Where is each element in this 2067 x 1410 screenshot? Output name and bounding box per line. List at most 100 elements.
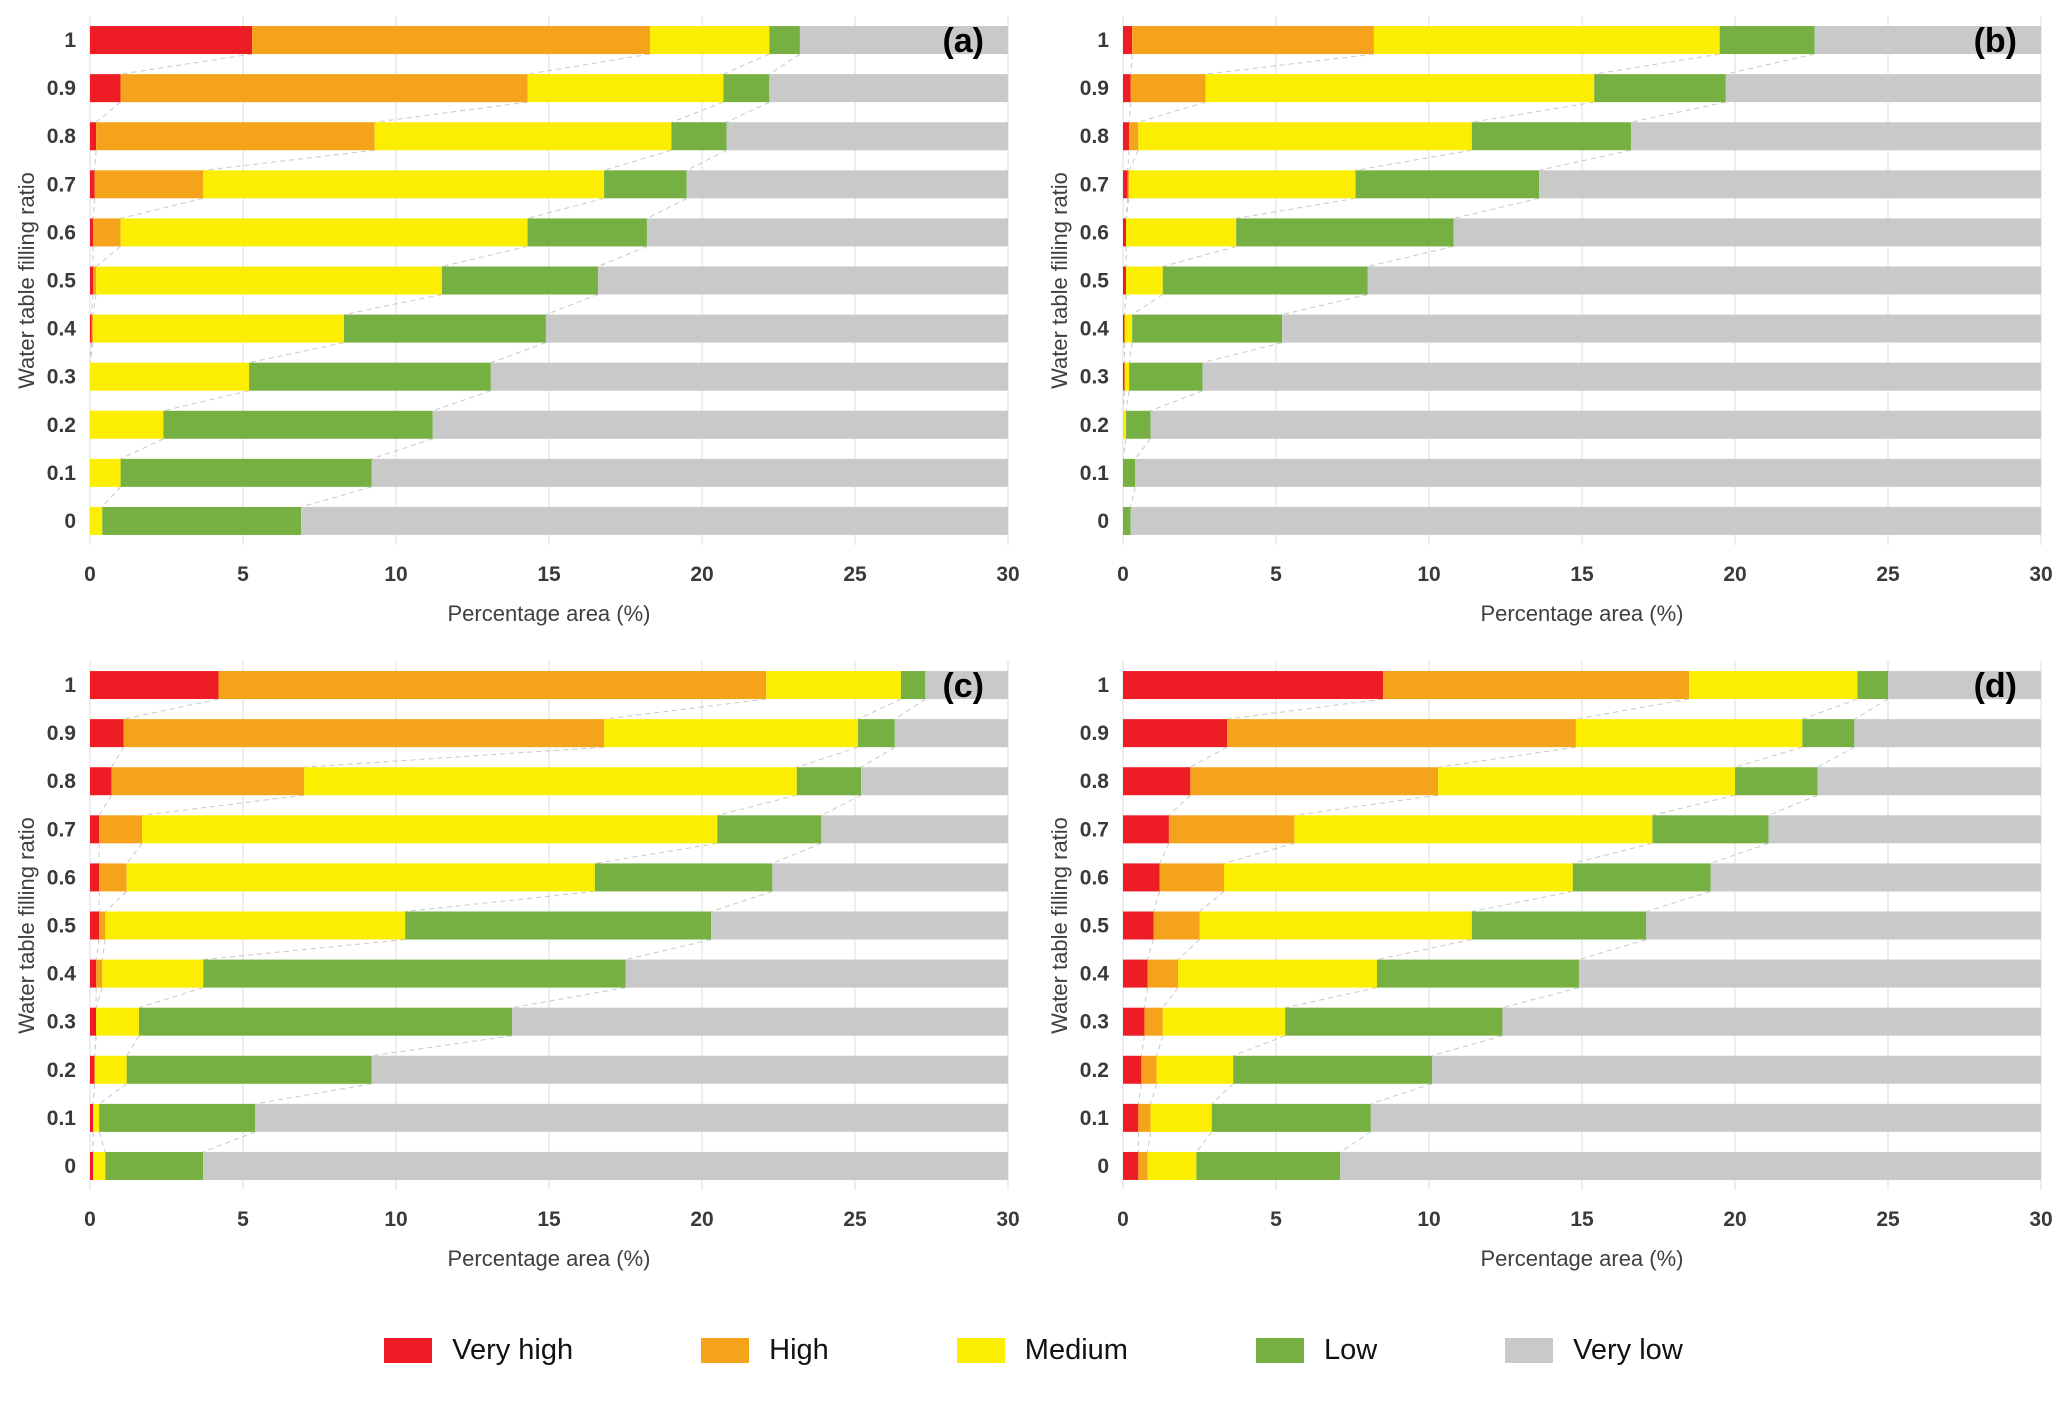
bar-segment-medium (1123, 410, 1127, 439)
connector-line (374, 101, 528, 123)
connector-line (1150, 1083, 1158, 1105)
bar-segment-high (1141, 1055, 1157, 1084)
bar-segment-very-low (1282, 314, 2042, 343)
bar-segment-high (98, 815, 142, 844)
connector-line (110, 746, 124, 768)
x-tick-label: 15 (537, 563, 561, 586)
bar-segment-low (1211, 1103, 1372, 1132)
bar-segment-very-high (1123, 1007, 1145, 1036)
connector-line (141, 794, 305, 816)
bar-segment-low (248, 362, 491, 391)
connector-line (1130, 486, 1136, 508)
connector-line (98, 1131, 106, 1153)
bar-segment-medium (1138, 122, 1473, 151)
connector-line (625, 939, 712, 961)
x-tick-label: 25 (843, 1208, 867, 1231)
bar-segment-very-low (1130, 506, 2042, 535)
bar-segment-very-high (89, 266, 93, 295)
y-tick-label: 0.4 (1080, 963, 1110, 986)
y-tick-label: 0.9 (47, 77, 76, 100)
y-tick-label: 1 (1098, 674, 1110, 697)
connector-line (1125, 198, 1129, 219)
connector-line (1725, 53, 1815, 75)
chart-panel-a: 1 0.9 0.8 0.7 0.6 0.5 0.4 0.3 0.2 0.1 0 0 5 10 15 20 25 3… (0, 0, 1034, 645)
connector-line (820, 794, 862, 816)
bar-segment-very-high (1123, 815, 1170, 844)
bar-segment-medium (92, 1103, 99, 1132)
y-tick-label: 0.4 (47, 318, 77, 341)
connector-line (95, 987, 103, 1008)
connector-line (1177, 939, 1201, 960)
x-tick-label: 5 (1270, 563, 1282, 586)
chart-b: 1 0.9 0.8 0.7 0.6 0.5 0.4 0.3 0.2 0.1 0 0 5 10 15 20 25 3… (1047, 16, 2053, 626)
connector-line (1340, 1131, 1372, 1153)
connector-line (202, 939, 405, 961)
connector-line (371, 1035, 513, 1057)
connector-line (404, 890, 595, 912)
bar-segment-very-low (254, 1103, 1008, 1132)
connector-line (710, 890, 773, 912)
connector-line (1168, 794, 1191, 816)
bar-segment-medium (95, 266, 442, 295)
connector-line (98, 794, 112, 816)
x-tick-label: 10 (384, 1208, 407, 1231)
bar-segment-low (1857, 671, 1889, 700)
bar-segment-low (527, 218, 647, 247)
connector-line (1471, 890, 1574, 912)
legend: Very high High Medium Low Very low (0, 1290, 2067, 1410)
x-tick-label: 0 (84, 563, 96, 586)
x-tick-label: 25 (1877, 563, 1901, 586)
y-tick-label: 0.8 (1080, 125, 1110, 148)
x-tick-label: 15 (537, 1208, 561, 1231)
connector-line (1125, 198, 1130, 219)
bar-segment-very-low (772, 863, 1008, 892)
x-tick-label: 10 (384, 563, 407, 586)
connector-line (343, 294, 442, 316)
bar-segment-low (441, 266, 598, 295)
bar-segment-high (92, 218, 121, 247)
bar-segment-very-high (89, 815, 99, 844)
bar-segment-very-high (89, 767, 112, 796)
bar-segment-high (98, 863, 127, 892)
x-tick-label: 30 (996, 563, 1019, 586)
bar-segment-very-low (860, 767, 1008, 796)
connector-line (1236, 197, 1356, 219)
connector-line (98, 1083, 127, 1105)
connector-line (1130, 54, 1133, 75)
connector-line (1128, 102, 1132, 123)
connector-line (768, 53, 800, 75)
bar-segment-very-low (1814, 26, 2042, 55)
connector-line (1125, 390, 1130, 411)
connector-line (95, 939, 100, 960)
connector-line (1141, 1035, 1146, 1056)
bar-segment-very-high (89, 170, 95, 199)
legend-item-high: High (701, 1334, 829, 1367)
bar-segment-very-low (371, 1055, 1008, 1084)
bar-segment-very-high (89, 1007, 96, 1036)
connector-line (89, 342, 94, 363)
connector-line (126, 1035, 140, 1057)
connector-line (603, 698, 767, 720)
bar-segment-low (1719, 26, 1815, 55)
bar-segment-very-high (1123, 1055, 1142, 1084)
connector-line (1594, 53, 1721, 75)
bar-segment-very-high (89, 1151, 93, 1180)
connector-line (527, 197, 604, 219)
connector-line (163, 390, 249, 412)
bar-segment-very-high (89, 1103, 93, 1132)
bar-segment-very-low (686, 170, 1008, 199)
bar-segment-high (91, 314, 93, 343)
y-tick-label: 0.1 (1080, 462, 1110, 485)
y-tick-label: 0.9 (1080, 722, 1109, 745)
bar-segment-low (1735, 767, 1818, 796)
bar-segment-very-high (89, 218, 93, 247)
y-tick-label: 0.2 (1080, 1059, 1109, 1082)
legend-swatch (701, 1337, 750, 1363)
connector-line (1472, 101, 1595, 123)
connector-line (1156, 1035, 1164, 1056)
bar-segment-very-low (925, 671, 1008, 700)
bar-segment-very-low (597, 266, 1008, 295)
bar-segment-low (101, 506, 301, 535)
legend-label: High (769, 1333, 829, 1366)
bar-segment-high (1129, 122, 1139, 151)
